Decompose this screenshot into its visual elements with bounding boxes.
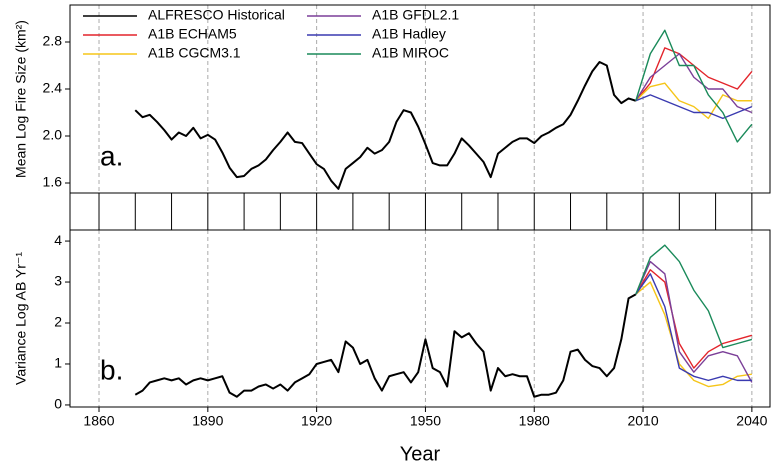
y-tick-label: 1: [54, 355, 62, 371]
series-line: [635, 82, 752, 120]
series-line: [635, 281, 752, 388]
x-tick-label: 2040: [736, 413, 767, 429]
legend-label: A1B Hadley: [372, 26, 446, 42]
series-line: [635, 244, 753, 349]
series-line: [635, 94, 753, 120]
y-tick-label: 3: [54, 273, 62, 289]
x-tick-label: 1860: [83, 413, 114, 429]
y-axis-label: Variance Log AB Yr⁻¹: [13, 252, 29, 385]
x-tick-label: 1920: [301, 413, 332, 429]
y-tick-label: 2: [54, 314, 62, 330]
panel-label: b.: [100, 354, 123, 385]
y-tick-label: 2.0: [43, 127, 63, 143]
y-tick-label: 2.8: [43, 33, 63, 49]
series-line: [134, 60, 637, 190]
legend-label: A1B GFDL2.1: [372, 7, 459, 23]
series-line: [635, 29, 753, 143]
x-tick-label: 2010: [627, 413, 658, 429]
legend-label: A1B MIROC: [372, 45, 449, 61]
series-line: [134, 293, 637, 398]
plot-frame: [69, 4, 771, 194]
y-tick-label: 4: [54, 232, 62, 248]
x-tick-label: 1890: [192, 413, 223, 429]
legend-label: ALFRESCO Historical: [148, 7, 285, 23]
legend-label: A1B ECHAM5: [148, 26, 237, 42]
series-line: [635, 273, 752, 382]
panel-label: a.: [100, 140, 123, 171]
plot-frame: [69, 229, 771, 408]
series-line: [635, 260, 753, 383]
y-tick-label: 1.6: [43, 174, 63, 190]
x-axis-label: Year: [400, 443, 441, 465]
y-axis-label: Mean Log Fire Size (km²): [13, 20, 29, 178]
y-tick-label: 0: [54, 396, 62, 412]
legend-label: A1B CGCM3.1: [148, 45, 241, 61]
series-line: [635, 53, 753, 114]
x-tick-label: 1980: [519, 413, 550, 429]
y-tick-label: 2.4: [43, 80, 63, 96]
series-line: [635, 269, 753, 369]
x-tick-label: 1950: [410, 413, 441, 429]
